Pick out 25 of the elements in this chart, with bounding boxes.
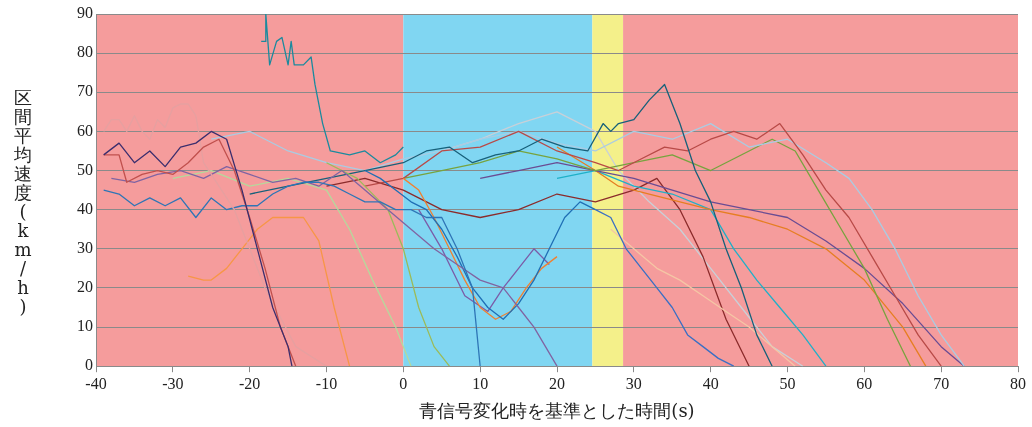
x-axis-title: 青信号変化時を基準とした時間(s): [419, 399, 695, 421]
y-tick-label: 30: [77, 239, 93, 256]
x-tick-label: -40: [85, 375, 107, 392]
y-tick-label: 90: [77, 4, 93, 22]
x-tick-label: 10: [472, 375, 489, 392]
x-tick-label: 70: [933, 375, 950, 392]
y-tick-label: 20: [77, 278, 93, 296]
y-tick-label: 0: [85, 356, 93, 374]
x-tick-label: -20: [239, 375, 261, 392]
x-tick-label: -30: [162, 375, 184, 392]
x-tick-label: 0: [399, 375, 408, 392]
y-tick-label: 50: [77, 160, 93, 178]
x-tick-label: 20: [549, 375, 565, 392]
y-tick-label: 10: [77, 317, 93, 335]
y-tick-label: 60: [77, 121, 93, 139]
x-tick-label: -10: [315, 375, 338, 392]
x-tick-label: 50: [779, 375, 796, 392]
x-tick-label: 40: [702, 375, 719, 392]
x-tick-label: 80: [1010, 375, 1026, 392]
x-tick-label: 60: [856, 375, 873, 392]
y-tick-label: 40: [77, 199, 93, 217]
text: 区間平均速度(km/h): [14, 87, 32, 317]
y-tick-label: 70: [77, 82, 93, 100]
x-tick-label: 30: [625, 375, 642, 392]
y-tick-label: 80: [77, 43, 93, 61]
